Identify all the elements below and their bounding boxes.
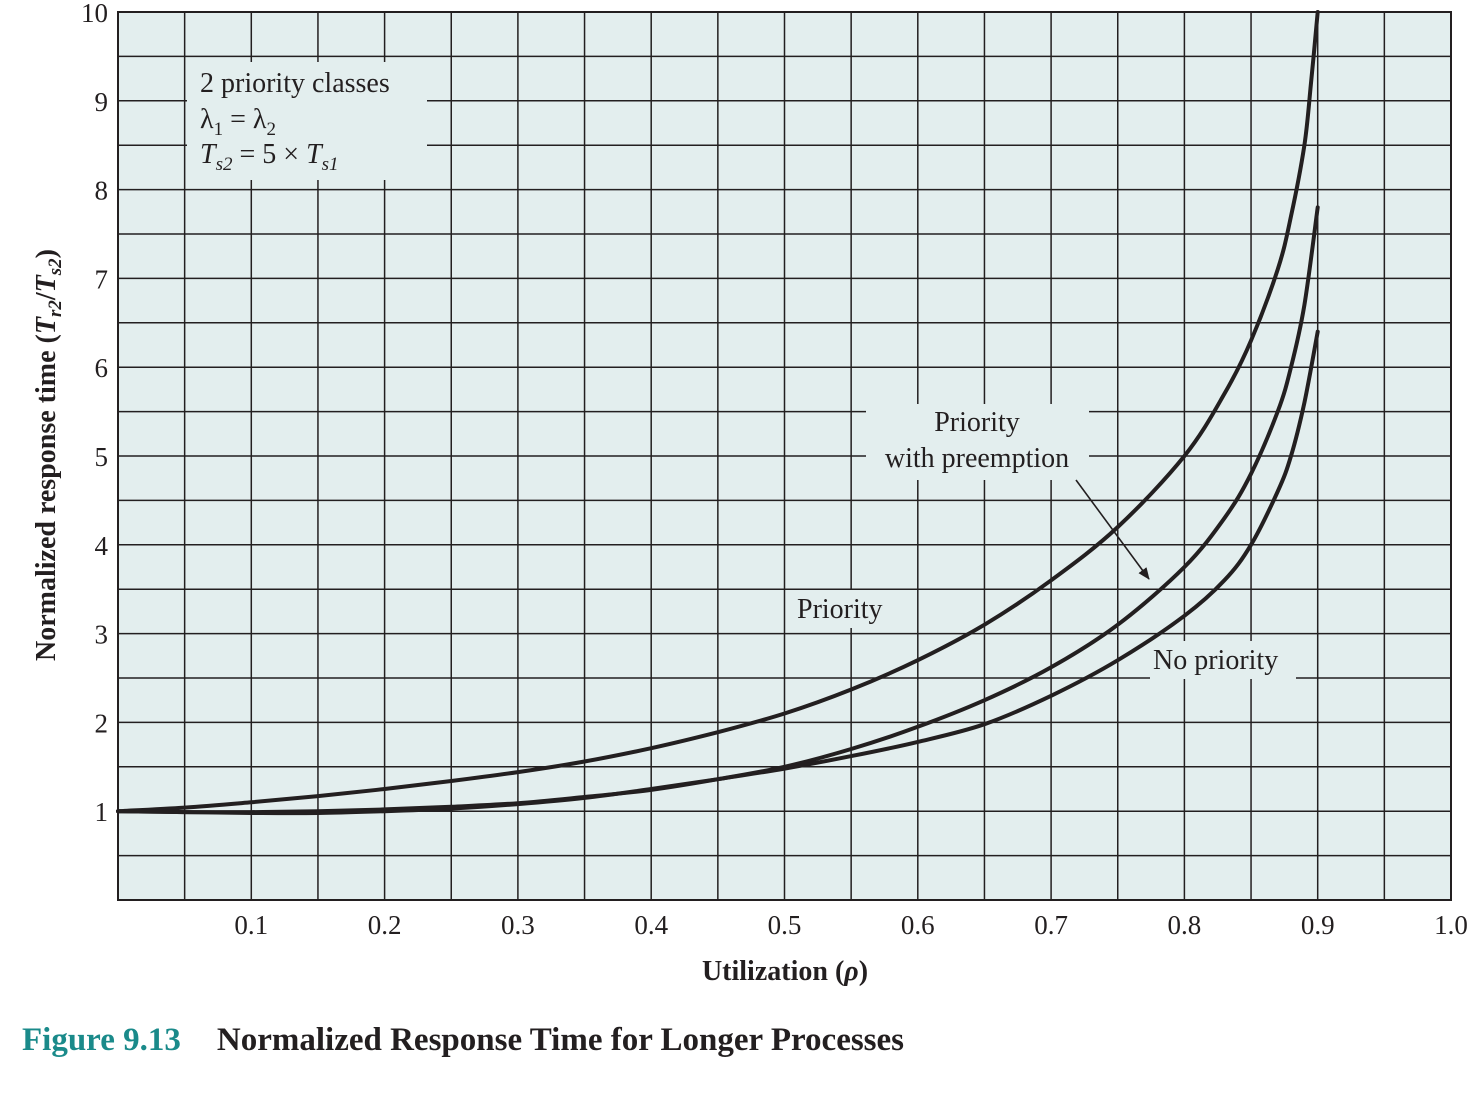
y-tick-label: 6: [95, 353, 109, 383]
y-tick-label: 2: [95, 708, 109, 738]
x-tick-label: 0.3: [501, 910, 535, 940]
x-tick-label: 0.8: [1168, 910, 1202, 940]
x-tick-label: 0.7: [1034, 910, 1068, 940]
figure-title: Normalized Response Time for Longer Proc…: [216, 1022, 905, 1058]
y-axis-title: Normalized response time (Tr2/Ts2): [31, 249, 66, 661]
preemption-arrow: [1075, 479, 1150, 580]
y-tick-label: 1: [95, 797, 109, 827]
no-priority-label-background: [1150, 641, 1296, 679]
x-tick-label: 0.6: [901, 910, 935, 940]
x-tick-label: 0.2: [368, 910, 402, 940]
x-axis-title: Utilization (ρ): [702, 956, 868, 987]
y-tick-label: 5: [95, 442, 109, 472]
y-tick-label: 10: [81, 0, 108, 28]
x-tick-labels: 0.1 0.2 0.3 0.4 0.5 0.6 0.7 0.8 0.9 1.0: [234, 910, 1467, 940]
priority-label-background: [792, 590, 894, 628]
no-priority-label: No priority: [1153, 645, 1278, 676]
x-tick-label: 0.5: [768, 910, 802, 940]
series-line-priority: [116, 10, 1320, 814]
x-tick-label: 0.1: [234, 910, 268, 940]
series-line-no-priority: [116, 329, 1320, 816]
conditions-line-2: λ1 = λ2: [200, 104, 276, 140]
x-tick-label: 0.4: [634, 910, 668, 940]
figure-number: Figure 9.13: [22, 1022, 181, 1058]
figure-caption: Figure 9.13 Normalized Response Time for …: [22, 1022, 904, 1059]
x-tick-label: 1.0: [1434, 910, 1468, 940]
conditions-line-1: 2 priority classes: [200, 68, 390, 99]
x-tick-label: 0.9: [1301, 910, 1335, 940]
preemption-label-background: [866, 404, 1089, 480]
chart: 0.1 0.2 0.3 0.4 0.5 0.6 0.7 0.8 0.9 1.0 1 2 3 4 5 6 7 8 9…: [31, 0, 1468, 987]
y-tick-label: 3: [95, 620, 109, 650]
preemption-label-line-2: with preemption: [885, 443, 1069, 474]
series-lines: [116, 10, 1320, 816]
conditions-line-3: Ts2 = 5 × Ts1: [200, 139, 339, 175]
y-tick-label: 4: [95, 531, 109, 561]
conditions-box: [187, 62, 427, 180]
plot-border: [117, 11, 1452, 901]
priority-label: Priority: [797, 594, 883, 625]
preemption-label-line-1: Priority: [934, 407, 1020, 438]
y-tick-label: 8: [95, 176, 109, 206]
y-tick-label: 9: [95, 87, 109, 117]
y-tick-labels: 1 2 3 4 5 6 7 8 9 10: [81, 0, 109, 827]
y-tick-label: 7: [95, 264, 109, 294]
